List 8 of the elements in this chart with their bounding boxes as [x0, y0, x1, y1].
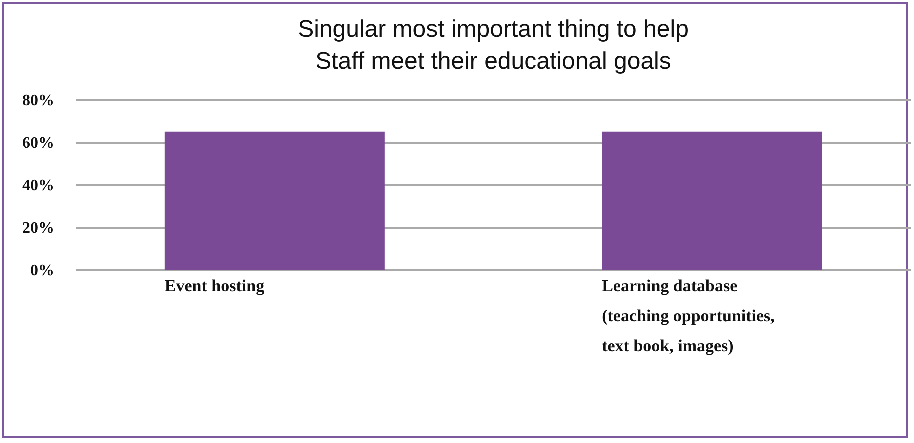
y-tick-label: 80% — [22, 92, 54, 110]
chart-title: Singular most important thing to help Staff meet their educational goals — [298, 16, 689, 75]
y-tick-label: 20% — [22, 220, 54, 237]
y-tick-label: 0% — [30, 262, 54, 280]
y-tick-label: 40% — [22, 178, 54, 194]
x-tick-label: Event hosting — [164, 276, 266, 296]
y-tick-label: 60% — [22, 135, 54, 152]
x-tick-label: Learning database (teaching opportunities, text book, images) — [602, 276, 775, 356]
